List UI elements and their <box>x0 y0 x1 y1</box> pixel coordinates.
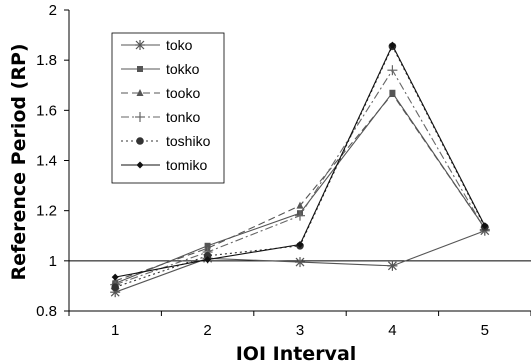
legend-item-tonko: tonko <box>121 109 200 125</box>
legend-marker <box>135 40 145 50</box>
legend-item-tooko: tooko <box>121 85 200 101</box>
legend-marker <box>137 66 143 72</box>
data-point-toshiko <box>111 283 119 291</box>
data-point-tomiko <box>388 41 396 49</box>
legend-label: toshiko <box>166 133 211 149</box>
series-tomiko <box>111 41 489 281</box>
legend-item-tokko: tokko <box>121 61 200 77</box>
y-tick-label: 1.6 <box>36 102 57 119</box>
series-layer <box>110 41 490 298</box>
y-tick-label: 1.4 <box>36 153 57 170</box>
data-point-tomiko <box>481 222 489 230</box>
legend-label: tonko <box>166 109 200 125</box>
y-tick-label: 1 <box>49 253 57 270</box>
data-point-toko <box>387 260 398 271</box>
x-tick-label: 1 <box>111 322 119 339</box>
legend: toko tokko tooko tonko toshiko tomiko <box>111 32 225 184</box>
x-tick-label: 4 <box>388 322 396 339</box>
legend-marker <box>136 89 144 96</box>
axes: 0.8 1 1.2 1.4 1.6 1.8 2 1 2 3 4 5 <box>36 2 531 339</box>
legend-marker <box>136 161 144 169</box>
x-axis-title: IOI Interval <box>236 343 357 364</box>
data-point-tomiko <box>204 256 212 264</box>
legend-item-toko: toko <box>121 37 193 53</box>
x-tick-label: 2 <box>203 322 211 339</box>
x-tick-label: 3 <box>296 322 304 339</box>
data-point-tonko <box>387 65 398 76</box>
legend-marker <box>135 112 145 122</box>
legend-label: toko <box>166 37 193 53</box>
legend-item-toshiko: toshiko <box>121 133 211 149</box>
data-point-tooko <box>388 90 396 98</box>
x-tick-label: 5 <box>481 322 489 339</box>
legend-label: tokko <box>166 61 200 77</box>
data-point-tomiko <box>111 273 119 281</box>
data-point-toshiko <box>203 252 212 260</box>
data-point-tomiko <box>296 241 304 249</box>
data-point-toko <box>295 257 305 268</box>
y-tick-label: 2 <box>49 2 57 19</box>
legend-item-tomiko: tomiko <box>121 157 207 173</box>
legend-label: tomiko <box>166 157 207 173</box>
legend-label: tooko <box>166 85 200 101</box>
series-toko <box>110 225 490 298</box>
legend-marker <box>136 137 144 145</box>
y-tick-label: 1.8 <box>36 52 57 69</box>
y-tick-label: 1.2 <box>36 203 57 220</box>
data-point-tooko <box>296 201 304 209</box>
y-axis-title: Reference Period (RP) <box>8 43 30 280</box>
y-tick-label: 0.8 <box>36 303 57 320</box>
legend-box <box>111 32 225 184</box>
data-point-tonko <box>295 210 305 221</box>
